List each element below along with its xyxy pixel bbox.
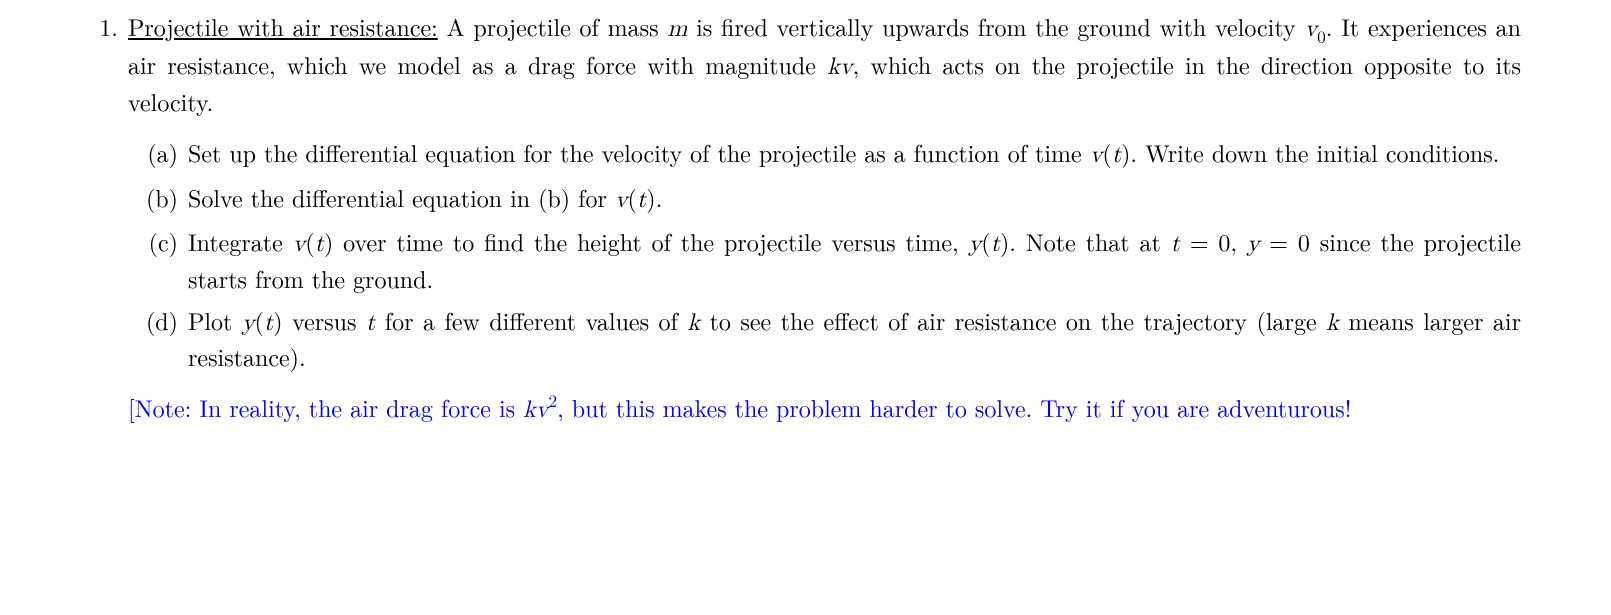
d-yt-y: y [242,311,255,335]
d-t4: to see the effect of air resistance on t… [700,303,1326,337]
c-yt-cp: ) [1000,224,1009,258]
d-k-var: k [687,311,700,335]
var-kv-k: k [827,55,840,79]
c-yt-t: t [991,232,1000,256]
problem-intro: Projectile with air resistance: A projec… [128,10,1521,118]
var-v0-sub: 0 [1317,25,1326,49]
c-yt-y: y [969,232,982,256]
c-t3: . Note that at [1009,224,1170,258]
b-t1: Solve the differential equation in (b) f… [188,180,615,214]
subpart-a: (a) Set up the differential equation for… [128,136,1521,173]
intro-text-2: is fired vertically upwards from the gro… [687,9,1304,43]
c-vt-t: t [315,232,324,256]
d-t-var: t [366,311,375,335]
a-vt-t: t [1112,143,1121,167]
a-vt-v: v [1090,143,1103,167]
text-d: Plot y(t) versus t for a few different v… [188,304,1521,374]
text-c: Integrate v(t) over time to find the hei… [188,225,1521,295]
problem-title: Projectile with air resistance: [128,9,438,43]
a-vt-cp: ) [1121,135,1130,169]
var-kv-v: v [840,55,853,79]
problem-number: 1. [70,10,128,44]
c-t1: Integrate [188,224,293,258]
c-teq: = 0, [1180,224,1247,258]
a-t2: . Write down the initial conditions. [1130,135,1499,169]
c-yt-p: ( [981,224,990,258]
problem-1: 1. Projectile with air resistance: A pro… [70,10,1521,427]
d-t2: versus [283,303,366,337]
text-b: Solve the differential equation in (b) f… [188,181,1521,218]
page-container: 1. Projectile with air resistance: A pro… [0,0,1611,615]
note-t2: , but this makes the problem harder to s… [557,390,1351,424]
problem-body: Projectile with air resistance: A projec… [128,10,1521,427]
label-d: (d) [128,304,188,338]
c-vt-cp: ) [324,224,333,258]
label-a: (a) [128,136,188,170]
subpart-b: (b) Solve the differential equation in (… [128,181,1521,218]
var-v0-v: v [1304,17,1317,41]
note-kv2-k: k [523,398,536,422]
subpart-d: (d) Plot y(t) versus t for a few differe… [128,304,1521,374]
c-vt-v: v [293,232,306,256]
label-c: (c) [128,225,188,259]
a-vt-p: ( [1102,135,1111,169]
d-yt-p: ( [255,303,264,337]
text-a: Set up the differential equation for the… [188,136,1521,173]
c-yeq-y: y [1247,232,1260,256]
b-vt-p: ( [628,180,637,214]
intro-text-1: A projectile of mass [447,9,668,43]
d-t3: for a few different values of [375,303,687,337]
d-yt-cp: ) [273,303,282,337]
var-m: m [667,17,687,41]
c-teq-t: t [1171,232,1180,256]
b-vt-cp: ) [646,180,655,214]
b-vt-t: t [637,188,646,212]
a-t1: Set up the differential equation for the… [188,135,1090,169]
d-k-var2: k [1326,311,1339,335]
c-t2: over time to find the height of the proj… [333,224,968,258]
note-kv2-v: v [536,398,549,422]
subpart-c: (c) Integrate v(t) over time to find the… [128,225,1521,295]
note-t1: [Note: In reality, the air drag force is [128,390,523,424]
c-vt-p: ( [305,224,314,258]
note: [Note: In reality, the air drag force is… [128,390,1521,428]
label-b: (b) [128,181,188,215]
d-yt-t: t [264,311,273,335]
b-vt-v: v [615,188,628,212]
b-t2: . [656,180,663,214]
note-kv2-sup: 2 [548,389,557,413]
d-t1: Plot [188,303,242,337]
subparts: (a) Set up the differential equation for… [128,136,1521,374]
